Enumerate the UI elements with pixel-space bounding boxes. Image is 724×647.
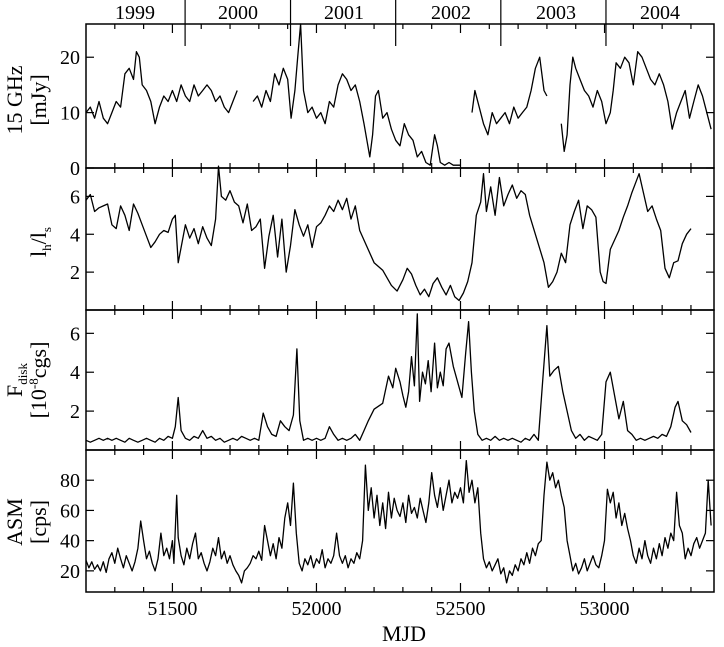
radio-ylabel-line2: [mJy] [26,74,51,125]
year-label-2003: 2003 [536,2,576,24]
disk-ytick-label: 2 [70,401,80,423]
disk-series-line-0 [85,313,692,443]
hardness-ylabel-sub-s: s [39,227,54,232]
radio-series-line-0 [85,51,238,125]
disk-ylabel-sub: disk [15,363,30,385]
year-label-2000: 2000 [218,2,258,24]
year-label-2004: 2004 [640,2,680,24]
radio-series-line-1 [252,23,461,166]
radio-ytick-label: 10 [60,103,80,125]
asm-ylabel-line1: ASM [2,498,27,546]
hardness-ylabel-l1: l [26,251,51,257]
disk-ylabel-unit1: [10 [26,389,51,418]
hardness-ytick-label: 6 [70,186,80,208]
year-label-2001: 2001 [324,2,364,24]
asm-panel-frame [85,449,715,593]
year-label-2002: 2002 [431,2,471,24]
x-tick-label: 53000 [580,598,630,620]
radio-ytick-label: 20 [60,47,80,69]
hardness-ylabel-sub-h: h [39,244,54,251]
disk-ylabel-line2: [10-8cgs] [26,342,51,419]
year-label-1999: 1999 [115,2,155,24]
disk-ytick-label: 6 [70,323,80,345]
x-tick-label: 51500 [147,598,197,620]
x-tick-label: 52500 [435,598,485,620]
disk-ytick-label: 4 [70,362,80,384]
radio-series-line-3 [560,51,712,153]
asm-ytick-label: 60 [60,500,80,522]
radio-ytick-label: 0 [70,158,80,180]
x-tick-label: 52000 [291,598,341,620]
hardness-ylabel: lh/ls [26,227,54,257]
disk-ylabel-exp: -8 [26,378,41,389]
radio-ylabel-line1: 15 GHz [2,65,27,134]
asm-ytick-label: 40 [60,531,80,553]
disk-ylabel-F: F [2,385,27,397]
panels-group: 0 10 20 2 4 6 2 4 6 20 40 60 80 51500 52000 52500 53000 [60,0,715,620]
hardness-ytick-label: 4 [70,224,80,246]
hardness-ylabel-l2: /l [26,232,51,244]
asm-series-line-0 [85,459,712,584]
hardness-ytick-label: 2 [70,262,80,284]
hardness-panel-frame [85,167,715,311]
asm-ytick-label: 20 [60,561,80,583]
disk-ylabel-line1: Fdisk [2,363,30,397]
asm-ylabel-line2: [cps] [26,500,51,544]
hardness-series-line-0 [85,165,692,302]
asm-ytick-label: 80 [60,470,80,492]
radio-series-line-2 [471,56,548,136]
x-axis-label: MJD [382,621,426,646]
disk-ylabel-unit2: cgs] [26,342,51,379]
